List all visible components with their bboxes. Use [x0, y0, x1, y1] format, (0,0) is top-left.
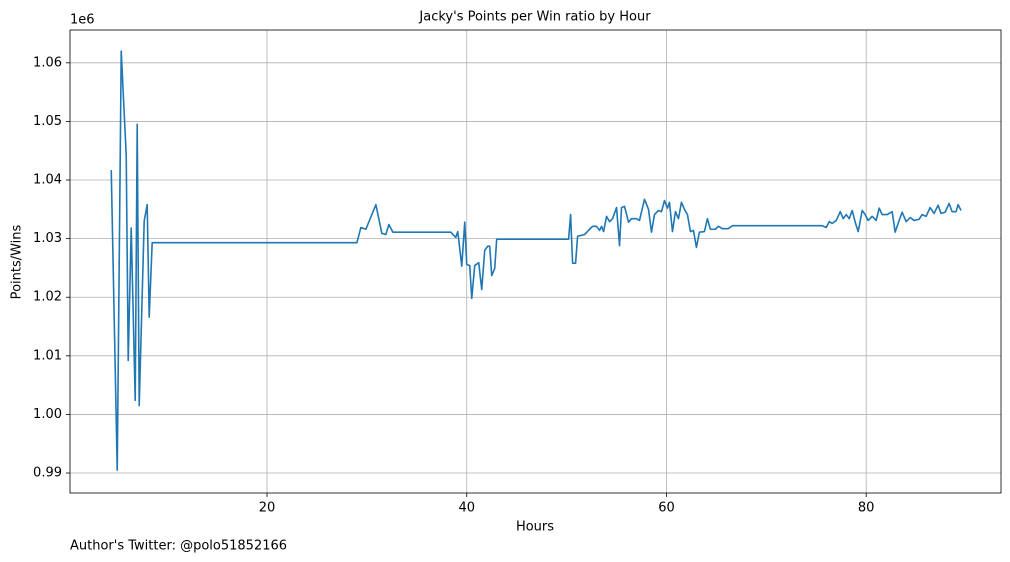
- y-tick-label: 1.01: [33, 348, 62, 363]
- y-tick-label: 1.04: [33, 173, 62, 188]
- x-tick-label: 60: [658, 501, 675, 516]
- y-tick-label: 0.99: [33, 466, 62, 481]
- y-axis-label: Points/Wins: [10, 224, 25, 299]
- plot-frame: [69, 29, 1002, 494]
- y-tick-label: 1.05: [33, 114, 62, 129]
- y-tick-label: 1.02: [33, 290, 62, 305]
- line: [110, 50, 962, 471]
- y-tick-label: 1.00: [33, 407, 62, 422]
- x-axis-label: Hours: [516, 520, 554, 535]
- y-tick-label: 1.03: [33, 231, 62, 246]
- y-tick-label: 1.06: [33, 55, 62, 70]
- x-tick-label: 80: [858, 501, 875, 516]
- chart-title: Jacky's Points per Win ratio by Hour: [418, 10, 651, 25]
- y-offset-label: 1e6: [70, 13, 95, 28]
- x-tick-label: 40: [458, 501, 475, 516]
- annotation: Author's Twitter: @polo51852166: [70, 539, 287, 554]
- x-tick-label: 20: [259, 501, 276, 516]
